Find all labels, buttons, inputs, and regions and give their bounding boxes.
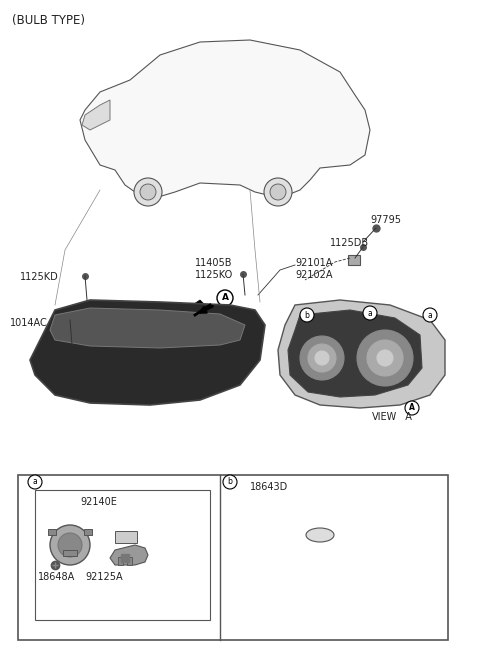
Circle shape <box>28 475 42 489</box>
Circle shape <box>300 336 344 380</box>
Bar <box>63 550 77 556</box>
Text: 1125KD: 1125KD <box>20 272 59 282</box>
Circle shape <box>367 340 403 376</box>
Text: 92101A: 92101A <box>295 258 332 268</box>
Bar <box>127 557 132 565</box>
PathPatch shape <box>30 300 265 405</box>
Text: b: b <box>305 310 310 319</box>
Circle shape <box>405 401 419 415</box>
Text: 1125DB: 1125DB <box>330 238 369 248</box>
Circle shape <box>270 184 286 200</box>
Text: a: a <box>428 310 432 319</box>
Bar <box>48 529 56 535</box>
Circle shape <box>50 525 90 565</box>
Text: 18643D: 18643D <box>250 482 288 492</box>
Circle shape <box>140 184 156 200</box>
Text: 97795: 97795 <box>370 215 401 225</box>
Circle shape <box>308 344 336 372</box>
Circle shape <box>315 351 329 365</box>
Text: VIEW: VIEW <box>372 412 397 422</box>
Text: a: a <box>33 478 37 487</box>
PathPatch shape <box>80 40 370 198</box>
Circle shape <box>264 178 292 206</box>
Bar <box>84 529 92 535</box>
Circle shape <box>377 350 393 366</box>
Circle shape <box>357 330 413 386</box>
Bar <box>115 531 137 543</box>
Text: 1014AC: 1014AC <box>10 318 48 328</box>
PathPatch shape <box>185 300 207 310</box>
Circle shape <box>134 178 162 206</box>
PathPatch shape <box>82 100 110 130</box>
Circle shape <box>363 306 377 320</box>
Text: A: A <box>221 293 228 302</box>
Text: 1125KO: 1125KO <box>195 270 233 280</box>
Text: A: A <box>398 412 411 422</box>
PathPatch shape <box>50 308 245 348</box>
Bar <box>348 255 360 265</box>
Text: 11405B: 11405B <box>195 258 232 268</box>
Circle shape <box>58 533 82 557</box>
Ellipse shape <box>306 528 334 542</box>
Circle shape <box>223 475 237 489</box>
Text: b: b <box>228 478 232 487</box>
PathPatch shape <box>110 545 148 565</box>
Bar <box>18 475 448 640</box>
Circle shape <box>300 308 314 322</box>
Text: 92102A: 92102A <box>295 270 333 280</box>
Circle shape <box>423 308 437 322</box>
Text: a: a <box>368 308 372 318</box>
PathPatch shape <box>288 310 422 397</box>
PathPatch shape <box>278 300 445 408</box>
Bar <box>35 490 210 620</box>
Text: A: A <box>409 403 415 413</box>
Circle shape <box>217 290 233 306</box>
Text: (BULB TYPE): (BULB TYPE) <box>12 14 85 27</box>
Text: 18648A: 18648A <box>38 572 75 582</box>
Bar <box>118 557 123 565</box>
Text: 92140E: 92140E <box>80 497 117 507</box>
Text: 92125A: 92125A <box>85 572 122 582</box>
